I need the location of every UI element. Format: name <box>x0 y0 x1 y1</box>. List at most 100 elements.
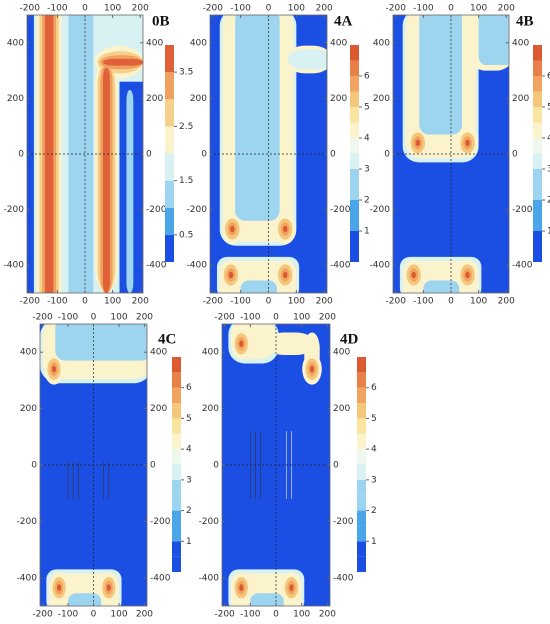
x-tick-label: 0 <box>448 297 454 307</box>
colorbar-band <box>533 45 542 61</box>
y-tick-label: 200 <box>20 404 37 414</box>
contour-region <box>240 280 277 293</box>
colorbar-band <box>350 60 359 76</box>
y-tick-label: 200 <box>373 94 390 104</box>
y-tick-label: -400 <box>4 261 25 271</box>
colorbar-band <box>172 403 181 419</box>
x-tick-label: -200 <box>214 610 235 620</box>
y-tick-label: 400 <box>150 348 167 358</box>
colorbar-band <box>533 91 542 107</box>
colorbar-tick-label: 4 <box>186 445 192 455</box>
colorbar-band <box>350 91 359 107</box>
hot-spot <box>289 584 294 592</box>
colorbar-band <box>357 387 366 404</box>
colorbar-band <box>533 60 542 76</box>
hot-spot <box>106 584 111 592</box>
contour-region <box>478 15 509 66</box>
colorbar-band <box>350 122 359 138</box>
colorbar-tick-label: 3.5 <box>179 68 193 78</box>
y-tick-label: -200 <box>330 205 351 215</box>
colorbar-band <box>165 45 174 73</box>
plot-area <box>27 15 143 293</box>
colorbar-tick-label: 3 <box>371 475 377 485</box>
colorbar-band <box>357 433 366 450</box>
colorbar-band <box>357 464 366 480</box>
colorbar-tick-label: 2.5 <box>179 122 193 132</box>
contour-region <box>288 49 327 70</box>
y-tick-label: -400 <box>333 573 354 583</box>
y-tick-label: -400 <box>199 573 220 583</box>
hot-spot <box>282 225 288 233</box>
y-tick-label: 200 <box>146 94 163 104</box>
y-tick-label: 0 <box>384 150 390 160</box>
colorbar-band <box>357 556 366 572</box>
x-tick-label: -200 <box>386 297 407 307</box>
hot-spot <box>465 271 470 279</box>
x-tick-label: 100 <box>288 297 305 307</box>
colorbar-band <box>172 495 181 511</box>
y-tick-label: 200 <box>512 94 529 104</box>
x-tick-label: 200 <box>132 4 149 14</box>
x-tick-label: 0 <box>91 313 97 323</box>
colorbar-band <box>172 433 181 450</box>
y-tick-label: 200 <box>7 94 24 104</box>
y-tick-label: 0 <box>150 461 156 471</box>
x-tick-label: -200 <box>386 4 407 14</box>
colorbar-tick-label: 0.5 <box>179 230 193 240</box>
colorbar-tick-label: 1 <box>186 537 192 547</box>
y-tick-label: -200 <box>4 205 25 215</box>
y-tick-label: 400 <box>146 38 163 48</box>
y-tick-label: -200 <box>333 517 354 527</box>
y-tick-label: 400 <box>373 38 390 48</box>
colorbar-band <box>350 107 359 123</box>
colorbar-band <box>357 357 366 373</box>
panel: -200 -200 -100 -100 0 0 100 100 200 200 400 400 200 2… <box>4 4 194 307</box>
colorbar-band <box>350 45 359 61</box>
colorbar-band <box>165 234 174 262</box>
colorbar-tick-label: 4 <box>547 134 550 144</box>
colorbar-tick-label: 6 <box>547 72 550 82</box>
y-tick-label: -400 <box>330 261 351 271</box>
x-tick-label: 200 <box>316 4 333 14</box>
y-tick-label: 200 <box>150 404 167 414</box>
colorbar-band <box>357 510 366 526</box>
colorbar-band <box>165 153 174 181</box>
colorbar-tick-label: 3 <box>547 165 550 175</box>
colorbar-tick-label: 1 <box>371 537 377 547</box>
colorbar-band <box>357 479 366 496</box>
y-tick-label: -400 <box>146 261 167 271</box>
x-tick-label: 0 <box>91 610 97 620</box>
contour-region <box>265 332 315 356</box>
y-tick-label: 400 <box>333 348 350 358</box>
colorbar-band <box>172 357 181 373</box>
contour-region <box>68 593 102 606</box>
colorbar-band <box>533 200 542 216</box>
contour-region <box>44 15 54 293</box>
x-tick-label: 100 <box>470 4 487 14</box>
y-tick-label: 200 <box>333 404 350 414</box>
colorbar-band <box>533 76 542 92</box>
x-tick-label: -100 <box>230 4 251 14</box>
plot-area <box>40 324 147 606</box>
colorbar-tick-label: 6 <box>371 383 377 393</box>
colorbar-band <box>533 122 542 138</box>
contour-region <box>235 15 280 221</box>
colorbar-band <box>533 107 542 123</box>
y-tick-label: 400 <box>20 348 37 358</box>
x-tick-label: -100 <box>240 313 261 323</box>
contour-region <box>250 593 284 606</box>
x-tick-label: -100 <box>58 313 79 323</box>
colorbar-band <box>350 153 359 169</box>
panel-label: 4B <box>516 13 534 29</box>
colorbar-band <box>533 184 542 200</box>
hot-spot <box>230 225 235 233</box>
colorbar-band <box>533 215 542 231</box>
x-tick-label: 0 <box>266 297 272 307</box>
x-tick-label: 100 <box>104 297 121 307</box>
x-tick-label: -200 <box>214 313 235 323</box>
colorbar-tick-label: 6 <box>186 383 192 393</box>
colorbar-tick-label: 5 <box>547 103 550 113</box>
contour-region <box>55 324 147 361</box>
colorbar-band <box>350 138 359 154</box>
